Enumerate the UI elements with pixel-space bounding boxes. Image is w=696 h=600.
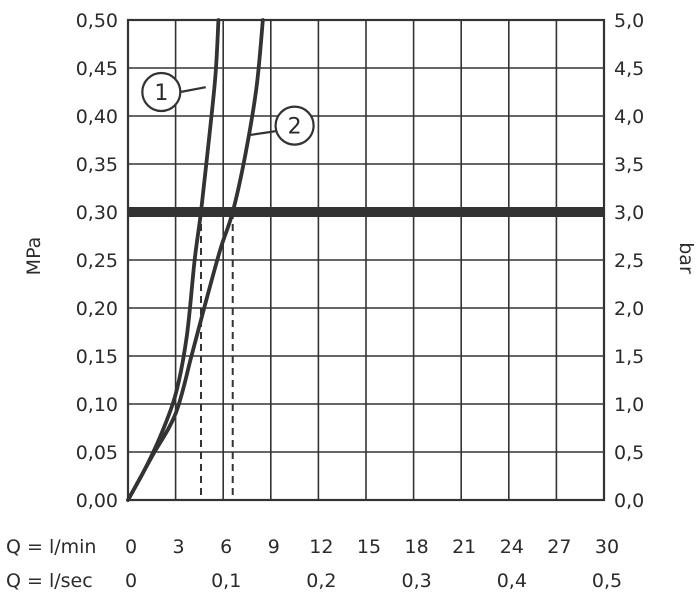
x-tick-lsec: 0 <box>125 570 137 592</box>
x-tick-lmin: 15 <box>357 536 381 558</box>
x-tick-lsec: 0,1 <box>211 570 241 592</box>
plot-frame <box>126 18 606 502</box>
x-tick-lsec: 0,4 <box>497 570 527 592</box>
drop-lines <box>199 212 234 500</box>
left-y-ticks: 0,00 0,05 0,10 0,15 0,20 0,25 0,30 0,35 0,40 0,45… <box>76 10 118 512</box>
y-tick-left: 0,50 <box>76 10 118 32</box>
x-tick-lmin: 24 <box>500 536 524 558</box>
x-tick-lsec: 0,3 <box>401 570 431 592</box>
right-axis-title: bar <box>675 242 696 274</box>
y-tick-right: 4,0 <box>614 106 644 128</box>
x-tick-lmin: 18 <box>405 536 429 558</box>
y-tick-left: 0,35 <box>76 154 118 176</box>
x-tick-lmin: 30 <box>595 536 619 558</box>
y-tick-left: 0,30 <box>76 202 118 224</box>
y-tick-right: 2,0 <box>614 298 644 320</box>
curve-label-2: 2 <box>288 115 302 140</box>
y-tick-right: 2,5 <box>614 250 644 272</box>
y-tick-right: 1,5 <box>614 346 644 368</box>
curve-label-circle-1 <box>141 71 182 113</box>
x-tick-lmin: 21 <box>452 536 476 558</box>
curve-label-circle-2 <box>274 105 315 146</box>
plot-border <box>126 18 606 502</box>
y-tick-left: 0,25 <box>76 250 118 272</box>
y-tick-left: 0,20 <box>76 298 118 320</box>
y-tick-right: 5,0 <box>614 10 644 32</box>
x-tick-lsec: 0,2 <box>306 570 336 592</box>
x-tick-lmin: 6 <box>220 536 232 558</box>
x-tick-lmin: 27 <box>547 536 571 558</box>
y-tick-left: 0,10 <box>76 394 118 416</box>
x-tick-lmin: 0 <box>125 536 137 558</box>
y-tick-right: 3,5 <box>614 154 644 176</box>
curve-series-2 <box>126 18 265 502</box>
y-tick-left: 0,40 <box>76 106 118 128</box>
x-tick-lmin: 12 <box>309 536 333 558</box>
y-tick-right: 3,0 <box>614 202 644 224</box>
y-tick-right: 0,5 <box>614 442 644 464</box>
right-y-ticks: 0,0 0,5 1,0 1,5 2,0 2,5 3,0 3,5 4,0 4,5 5,0 <box>614 10 644 512</box>
x-row-lmin-label: Q = l/min <box>6 536 96 558</box>
y-tick-left: 0,45 <box>76 58 118 80</box>
x-tick-lmin: 9 <box>268 536 280 558</box>
curve-label-1: 1 <box>154 81 168 106</box>
x-tick-lsec: 0,5 <box>592 570 622 592</box>
x-row-lsec-label: Q = l/sec <box>6 570 93 592</box>
leader-line-series-1 <box>180 86 206 94</box>
grid <box>127 19 605 501</box>
y-tick-left: 0,15 <box>76 346 118 368</box>
left-axis-title: MPa <box>23 237 45 276</box>
x-ticks-lsec: 0 0,1 0,2 0,3 0,4 0,5 <box>125 570 622 592</box>
x-tick-lmin: 3 <box>173 536 185 558</box>
y-tick-left: 0,00 <box>76 490 118 512</box>
y-tick-right: 4,5 <box>614 58 644 80</box>
y-tick-left: 0,05 <box>76 442 118 464</box>
y-tick-right: 1,0 <box>614 394 644 416</box>
y-tick-right: 0,0 <box>614 490 644 512</box>
x-ticks-lmin: 0 3 6 9 12 15 18 21 24 27 30 <box>125 536 619 558</box>
curves: 12 <box>126 18 315 502</box>
